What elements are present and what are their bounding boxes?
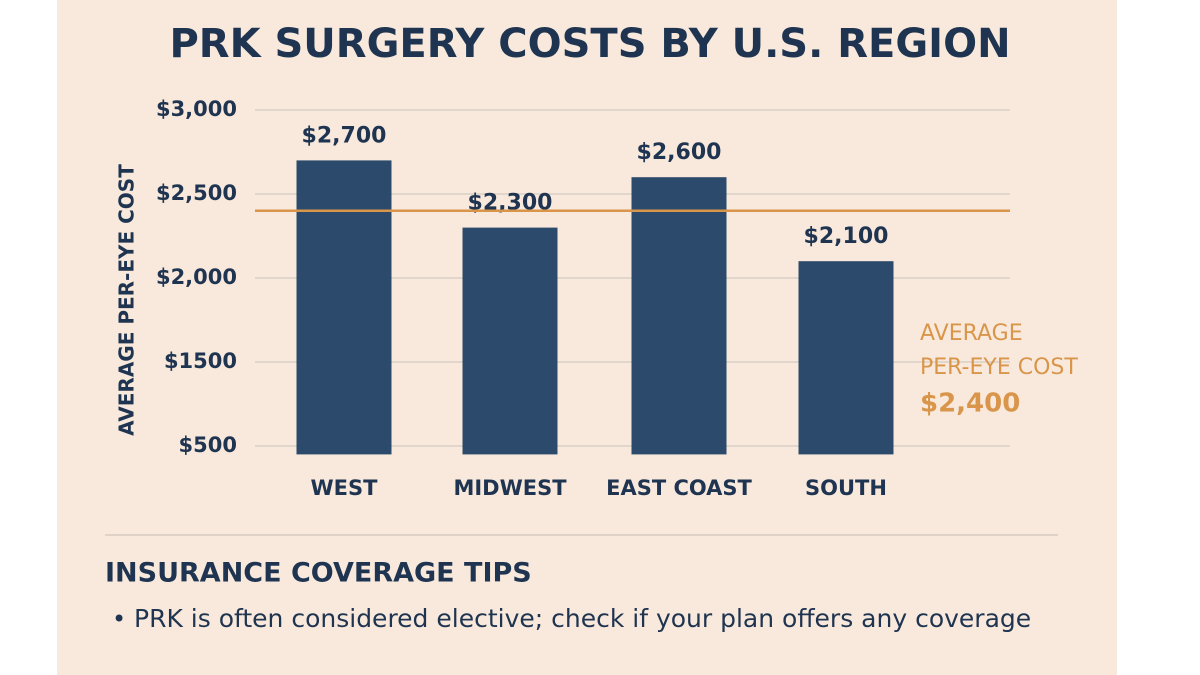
average-value: $2,400 <box>920 389 1020 419</box>
y-tick-label: $1500 <box>164 349 237 373</box>
average-label: AVERAGE PER-EYE COST <box>920 321 1078 380</box>
x-tick-label: SOUTH <box>805 476 887 500</box>
average-label-line: AVERAGE <box>920 321 1023 346</box>
y-tick-label: $2,500 <box>156 181 237 205</box>
value-label: $2,700 <box>302 123 387 148</box>
bar <box>631 177 727 455</box>
bar <box>798 261 894 455</box>
bar <box>296 160 392 455</box>
chart-title: PRK SURGERY COSTS BY U.S. REGION <box>169 21 1010 67</box>
tips-title: INSURANCE COVERAGE TIPS <box>105 558 532 589</box>
y-tick-label: $3,000 <box>156 97 237 121</box>
y-tick-label: $2,000 <box>156 265 237 289</box>
bar <box>462 227 558 455</box>
value-label: $2,100 <box>804 224 889 249</box>
bullet: • <box>112 605 126 633</box>
tip-text: PRK is often considered elective; check … <box>134 604 1031 633</box>
y-tick-label: $500 <box>179 433 237 457</box>
panel <box>57 0 1117 675</box>
y-axis-label: AVERAGE PER-EYE COST <box>115 164 139 436</box>
average-label-line: PER-EYE COST <box>920 355 1078 380</box>
x-tick-label: MIDWEST <box>453 476 567 500</box>
x-tick-label: EAST COAST <box>606 476 752 500</box>
value-label: $2,600 <box>637 140 722 165</box>
x-tick-label: WEST <box>311 476 379 500</box>
